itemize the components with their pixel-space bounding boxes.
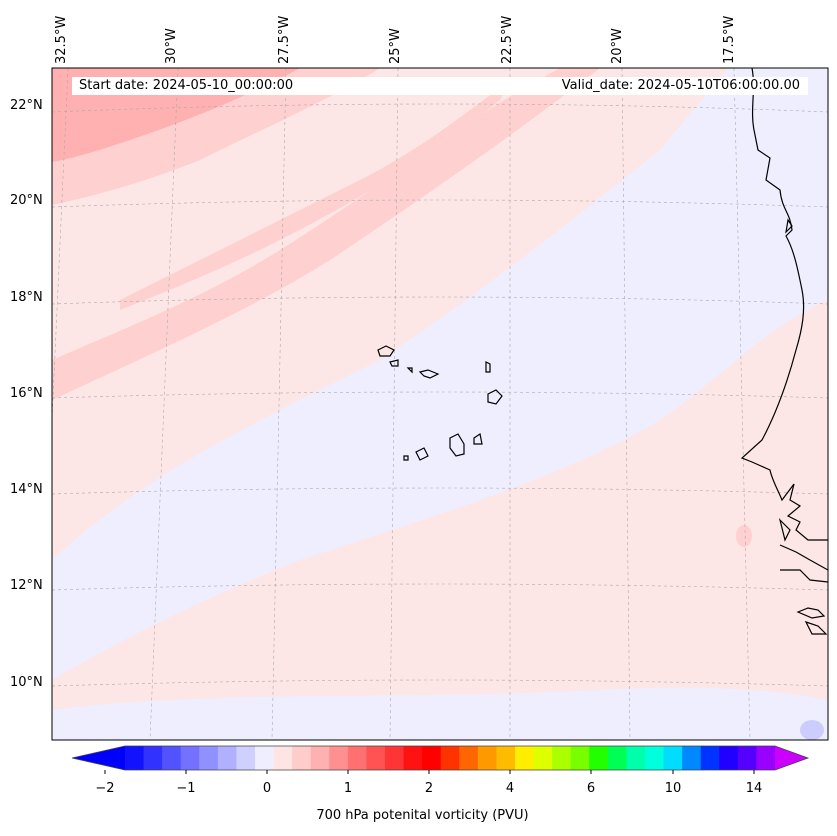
colorbar-segment xyxy=(477,746,497,770)
colorbar-segment xyxy=(515,746,535,770)
positive-pv-streak xyxy=(120,80,510,310)
colorbar-title: 700 hPa potenital vorticity (PVU) xyxy=(316,808,529,823)
colorbar-segment xyxy=(570,746,590,770)
colorbar-segment xyxy=(273,746,293,770)
colorbar-segment xyxy=(143,746,163,770)
negative-pv-blob xyxy=(800,720,824,740)
colorbar-segment xyxy=(756,746,776,770)
colorbar-segment xyxy=(255,746,275,770)
start-date-label: Start date: 2024-05-10_00:00:00 xyxy=(79,78,294,93)
lon-label: 22.5°W xyxy=(500,15,515,64)
lon-label: 27.5°W xyxy=(277,15,292,64)
lon-label: 25°W xyxy=(388,28,403,64)
colorbar-outline xyxy=(71,745,810,771)
colorbar-segment xyxy=(347,746,367,770)
graticule xyxy=(52,68,828,740)
colorbar-tick-label: 4 xyxy=(505,781,515,796)
colorbar-tick-label: −2 xyxy=(95,781,115,796)
colorbar-segment xyxy=(459,746,479,770)
info-bar: Start date: 2024-05-10_00:00:00 Valid_da… xyxy=(72,77,808,95)
colorbar-segment xyxy=(329,746,349,770)
colorbar-over-arrow xyxy=(775,746,808,770)
colorbar-segment xyxy=(533,746,553,770)
colorbar-tick-label: 2 xyxy=(424,781,434,796)
colorbar-tick-label: 6 xyxy=(586,781,596,796)
colorbar-segment xyxy=(440,746,460,770)
lat-label: 18°N xyxy=(10,290,43,305)
colorbar-segment xyxy=(403,746,423,770)
coastline xyxy=(740,68,828,635)
colorbar-segment xyxy=(589,746,609,770)
colorbar-tick-label: 0 xyxy=(262,781,272,796)
colorbar-segment xyxy=(682,746,702,770)
colorbar-segment xyxy=(366,746,386,770)
valid-date-label: Valid_date: 2024-05-10T06:00:00.00 xyxy=(561,78,800,93)
lon-label: 32.5°W xyxy=(54,15,69,64)
colorbar-segment xyxy=(199,746,219,770)
lon-label: 17.5°W xyxy=(722,15,737,64)
colorbar-segment xyxy=(700,746,720,770)
colorbar-segment xyxy=(162,746,182,770)
map-frame xyxy=(51,67,829,741)
colorbar-segment xyxy=(180,746,200,770)
colorbar-segment xyxy=(645,746,665,770)
colorbar-tick-label: 10 xyxy=(664,781,682,796)
colorbar-tick-label: 1 xyxy=(343,781,353,796)
colorbar-segment xyxy=(737,746,757,770)
lat-label: 10°N xyxy=(10,675,43,690)
lat-label: 16°N xyxy=(10,386,43,401)
colorbar-segment xyxy=(626,746,646,770)
colorbar-segment xyxy=(217,746,237,770)
colorbar-segment xyxy=(607,746,627,770)
colorbar xyxy=(71,745,810,771)
colorbar-segment xyxy=(719,746,739,770)
colorbar-segment xyxy=(236,746,256,770)
colorbar-segment xyxy=(292,746,312,770)
lon-label: 30°W xyxy=(164,28,179,64)
lat-label: 12°N xyxy=(10,578,43,593)
colorbar-tick-label: −1 xyxy=(176,781,196,796)
cape-verde-islands xyxy=(377,345,503,461)
pv-field xyxy=(52,68,828,740)
colorbar-segment xyxy=(552,746,572,770)
colorbar-segment xyxy=(125,746,145,770)
lat-label: 14°N xyxy=(10,482,43,497)
lat-label: 22°N xyxy=(10,98,43,113)
positive-pv-blob xyxy=(736,525,752,547)
colorbar-segment xyxy=(385,746,405,770)
colorbar-segment xyxy=(422,746,442,770)
positive-pv-streak xyxy=(52,68,600,400)
colorbar-tick-label: 14 xyxy=(745,781,763,796)
colorbar-segment xyxy=(310,746,330,770)
negative-pv-band xyxy=(52,68,828,680)
colorbar-segment xyxy=(663,746,683,770)
negative-pv-south xyxy=(52,687,828,740)
lat-label: 20°N xyxy=(10,193,43,208)
colorbar-segment xyxy=(496,746,516,770)
colorbar-ticks xyxy=(104,770,755,774)
lon-label: 20°W xyxy=(610,28,625,64)
colorbar-under-arrow xyxy=(72,746,125,770)
